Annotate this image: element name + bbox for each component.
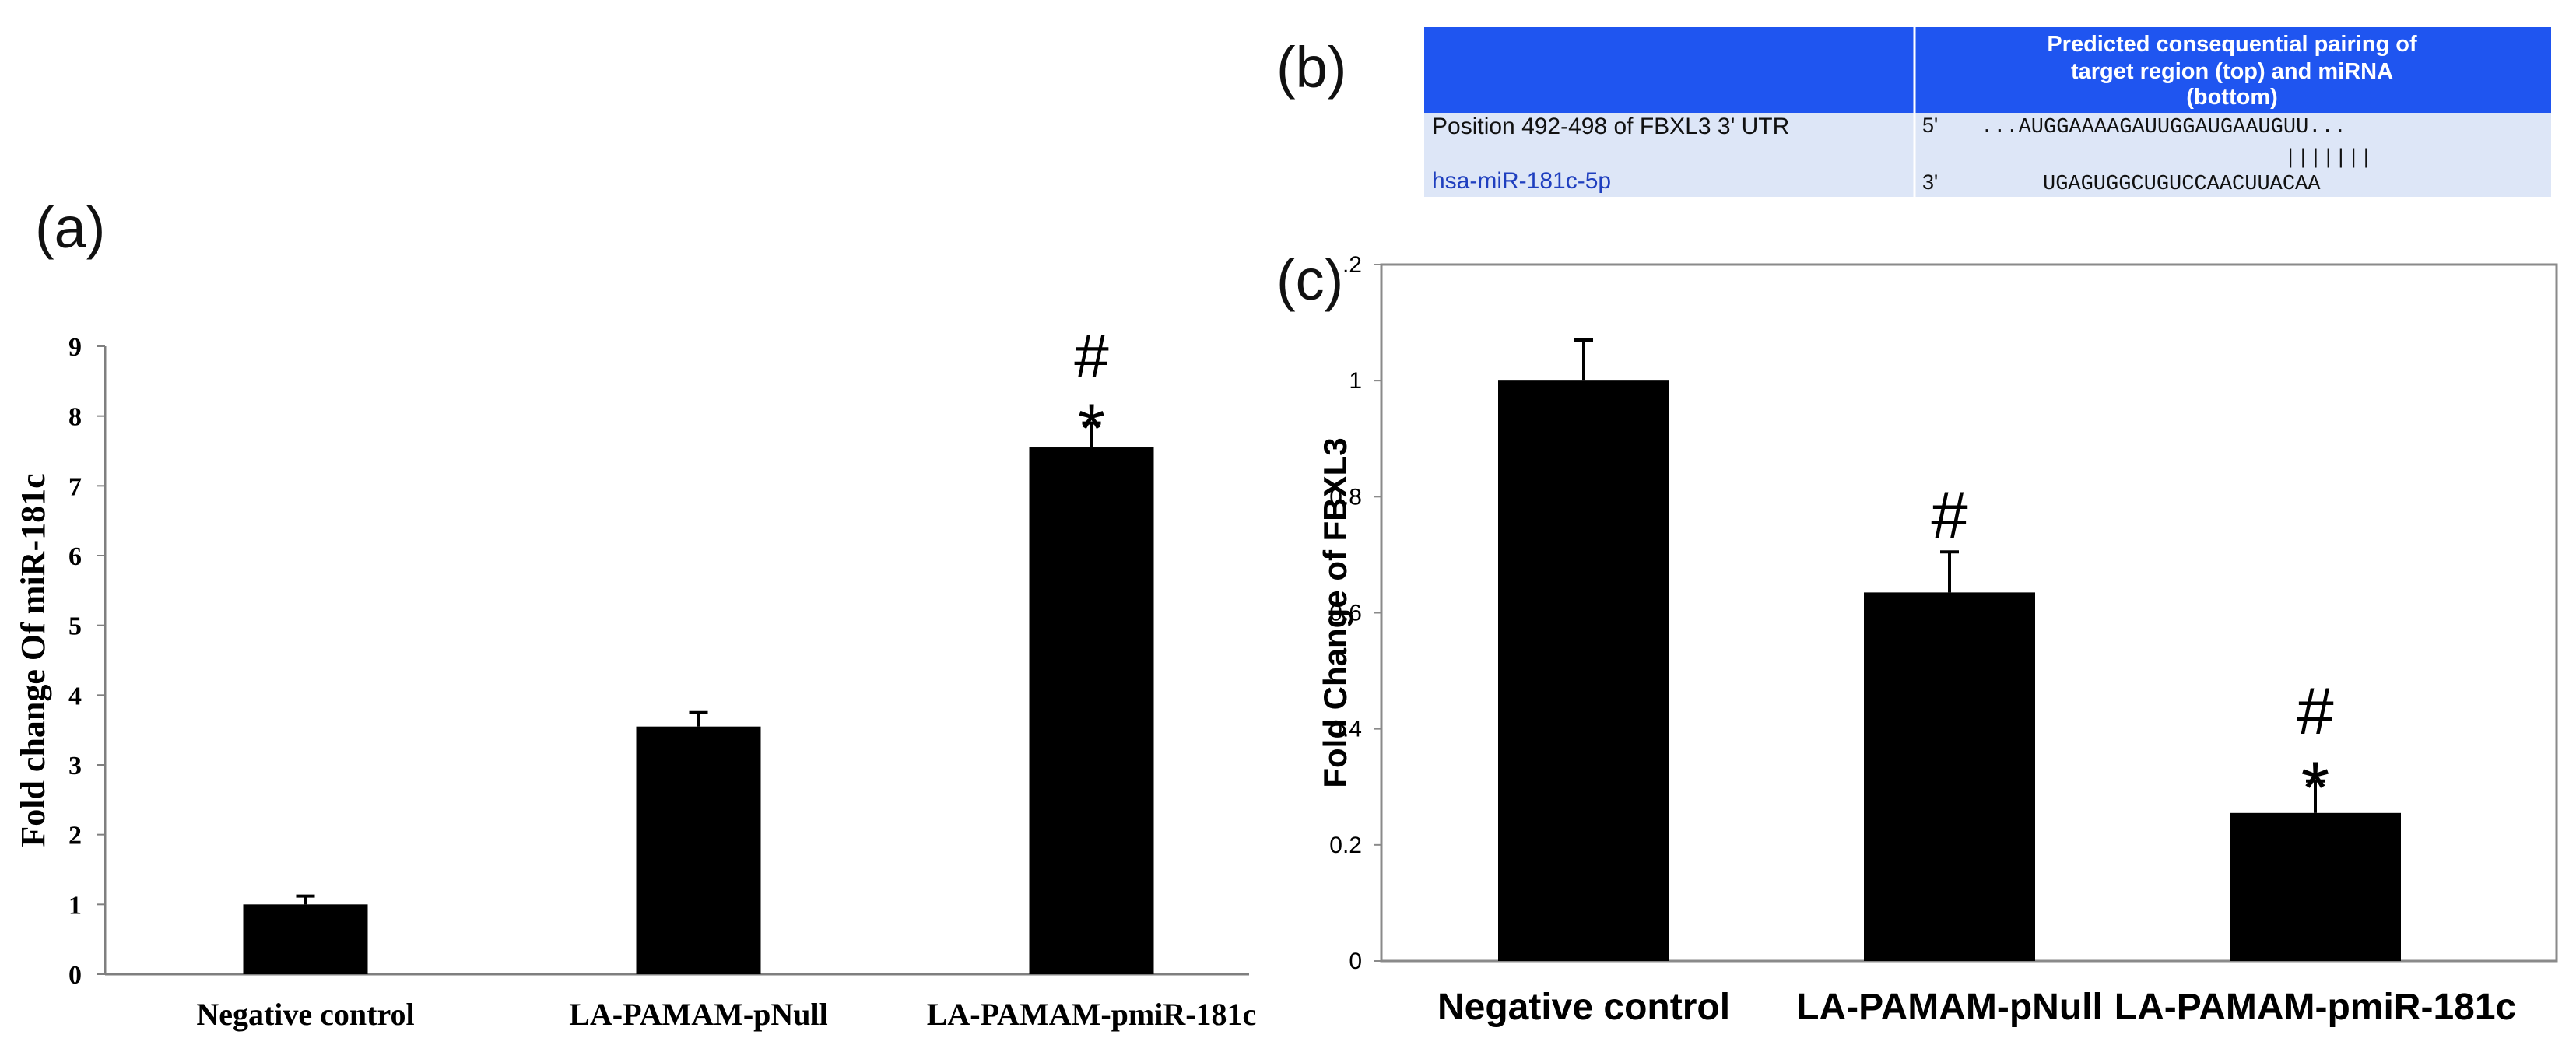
y-tick-label: 9 — [68, 333, 82, 362]
table-header-line-3: (bottom) — [2186, 85, 2278, 110]
y-tick-label: 5 — [68, 612, 82, 641]
table-header-line-2: target region (top) and miRNA — [2071, 59, 2393, 84]
y-axis-label: Fold change Of miR-181c — [14, 473, 52, 847]
y-tick-label: 0.8 — [1329, 484, 1362, 510]
y-tick-label: 6 — [68, 542, 82, 571]
table-row-background — [1424, 113, 2551, 197]
bar — [636, 726, 761, 974]
target-sequence: ...AUGGAAAAGAUUGGAUGAAUGUU... — [1981, 116, 2346, 139]
mirna-prime: 3' — [1922, 170, 1938, 194]
y-tick-label: 3 — [68, 752, 82, 780]
significance-hash: # — [1931, 479, 1967, 552]
category-label: Negative control — [196, 997, 414, 1032]
category-label: LA-PAMAM-pNull — [569, 997, 828, 1032]
significance-hash: # — [2297, 675, 2333, 749]
significance-star: * — [2301, 747, 2330, 829]
y-tick-label: 8 — [68, 403, 82, 432]
category-label: Negative control — [1437, 987, 1730, 1028]
bar — [1498, 380, 1669, 962]
y-tick-label: 0.6 — [1329, 601, 1362, 626]
y-tick-label: 1 — [1349, 368, 1362, 394]
table-header-right — [1914, 27, 2551, 113]
y-tick-label: 0 — [68, 961, 82, 990]
bar — [1029, 447, 1154, 974]
y-tick-label: .2 — [1342, 252, 1362, 278]
target-prime: 5' — [1922, 114, 1938, 137]
y-tick-label: 7 — [68, 472, 82, 501]
mirna-label: hsa-miR-181c-5p — [1432, 168, 1611, 194]
y-tick-label: 0.2 — [1329, 833, 1362, 858]
y-tick-label: 2 — [68, 822, 82, 850]
bar — [243, 904, 368, 974]
bar — [1864, 592, 2035, 961]
pairing-table: Predicted consequential pairing of targe… — [1424, 27, 2551, 197]
category-label: LA-PAMAM-pmiR-181c — [927, 997, 1257, 1032]
panel-label-b: (b) — [1276, 35, 1346, 100]
table-header-line-1: Predicted consequential pairing of — [2047, 32, 2417, 57]
y-tick-label: 0 — [1349, 949, 1362, 974]
pairing-bars: ||||||| — [2284, 147, 2372, 170]
significance-star: * — [1078, 390, 1105, 468]
significance-hash: # — [1074, 321, 1109, 391]
panel-label-c: (c) — [1276, 247, 1343, 312]
bar — [2230, 812, 2401, 961]
chart-a: 0 1 2 3 4 5 6 7 8 9 Fold change Of miR-181c Negativ… — [14, 321, 1256, 1032]
mirna-sequence: UGAGUGGCUGUCCAACUUACAA — [2043, 173, 2321, 196]
y-tick-label: 1 — [68, 891, 82, 920]
position-label: Position 492-498 of FBXL3 3' UTR — [1432, 114, 1789, 139]
chart-c: 0 0.2 0.4 0.6 0.8 1 .2 Fold Change of FBXL3 Nega… — [1317, 252, 2558, 1028]
y-tick-label: 4 — [68, 682, 82, 710]
table-header-left — [1424, 27, 1914, 113]
category-label: LA-PAMAM-pmiR-181c — [2114, 987, 2516, 1028]
y-tick-label: 0.4 — [1329, 717, 1362, 742]
y-axis-label: Fold Change of FBXL3 — [1317, 437, 1353, 787]
panel-label-a: (a) — [35, 195, 105, 260]
category-label: LA-PAMAM-pNull — [1796, 987, 2103, 1028]
